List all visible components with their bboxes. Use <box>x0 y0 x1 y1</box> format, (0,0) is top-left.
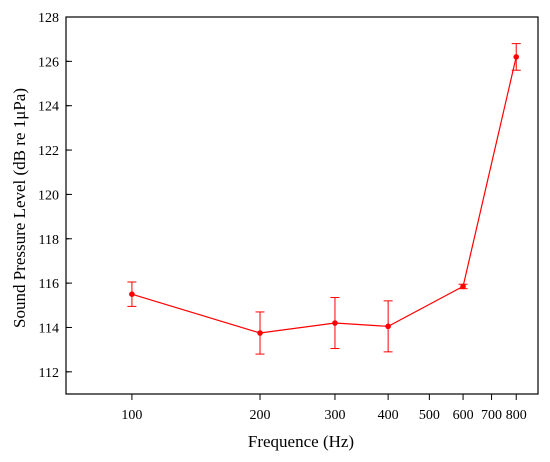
plot-border <box>65 16 539 395</box>
data-point <box>385 323 391 330</box>
x-tick-label: 100 <box>121 408 142 423</box>
y-axis-ticks: 112 114 116 118 120 122 124 126 128 <box>38 11 72 381</box>
y-tick-label: 124 <box>38 100 59 115</box>
data-point <box>332 320 338 326</box>
y-tick-label: 112 <box>39 366 59 381</box>
x-axis-label: Frequence (Hz) <box>248 432 354 451</box>
data-point <box>460 283 466 290</box>
data-point <box>513 54 520 60</box>
series-line <box>131 56 517 334</box>
y-tick-label: 128 <box>38 11 59 26</box>
y-tick-label: 126 <box>38 55 59 70</box>
x-tick-label: 200 <box>250 408 271 423</box>
x-tick-label: 400 <box>378 408 399 423</box>
y-tick-label: 116 <box>39 277 59 292</box>
y-axis-label: Sound Pressure Level (dB re 1μPa) <box>10 88 29 328</box>
y-tick-label: 120 <box>38 188 59 203</box>
y-tick-label: 118 <box>39 233 59 248</box>
x-tick-label: 500 <box>419 408 440 423</box>
x-tick-label: 800 <box>506 408 527 423</box>
series-layer <box>127 43 521 355</box>
data-point <box>129 291 135 298</box>
x-tick-label: 700 <box>481 408 502 423</box>
x-tick-label: 300 <box>324 408 345 423</box>
data-point <box>257 330 263 336</box>
x-tick-label: 600 <box>453 408 474 423</box>
y-tick-label: 122 <box>38 144 59 159</box>
x-axis-ticks: 100 200 300 400 500 600 700 800 <box>121 394 527 423</box>
y-tick-label: 114 <box>39 321 59 336</box>
plot-frame <box>65 16 539 395</box>
